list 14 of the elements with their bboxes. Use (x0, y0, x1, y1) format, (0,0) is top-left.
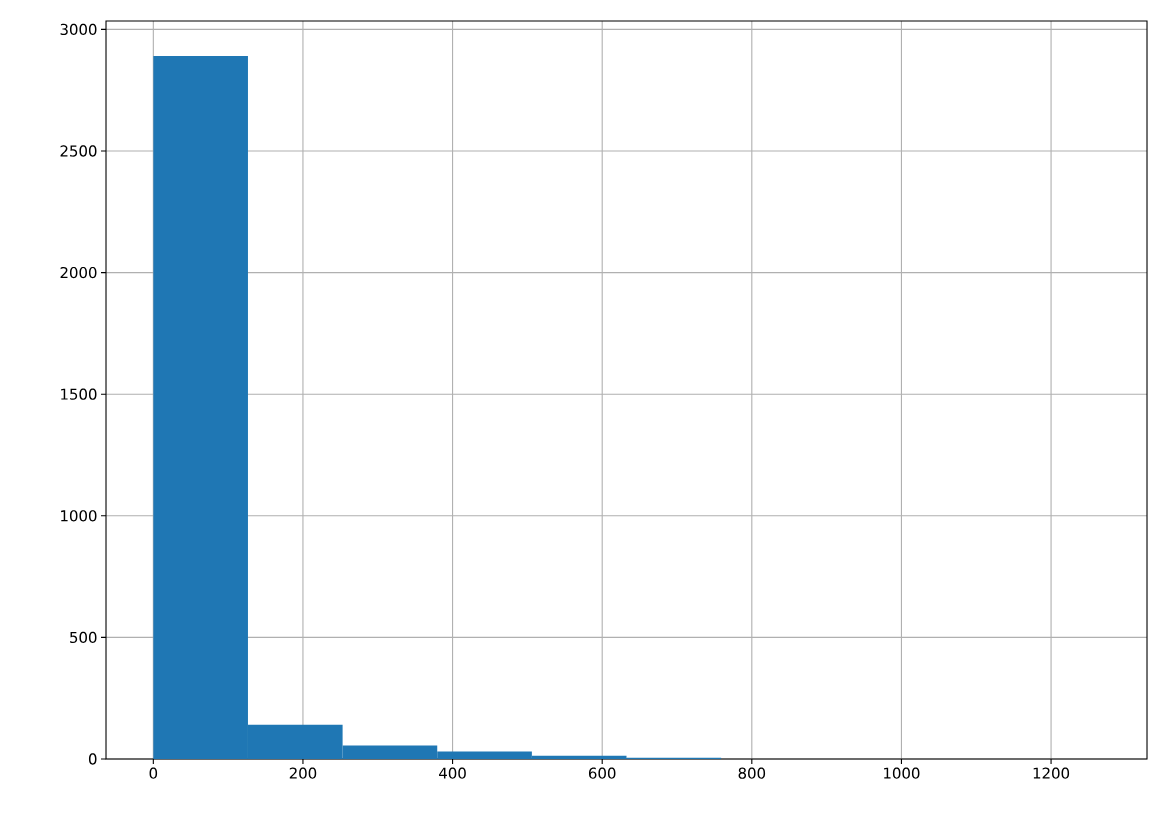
y-tick-label: 0 (88, 753, 97, 765)
x-tick-label: 0 (149, 767, 158, 779)
y-tick-label: 1500 (61, 388, 97, 400)
x-tick-label: 1200 (1033, 767, 1070, 779)
y-tick-label: 2500 (60, 145, 97, 157)
y-tick-label: 3000 (60, 23, 97, 36)
y-tick-label: 2000 (60, 266, 97, 279)
x-tick-label: 400 (439, 767, 466, 779)
x-tick-label: 200 (289, 767, 317, 779)
y-tick-label: 1000 (61, 510, 97, 522)
y-tick-label: 500 (70, 631, 97, 644)
x-tick-label: 1000 (884, 767, 920, 779)
x-tick-label: 600 (588, 767, 616, 779)
x-tick-label: 800 (738, 767, 766, 779)
